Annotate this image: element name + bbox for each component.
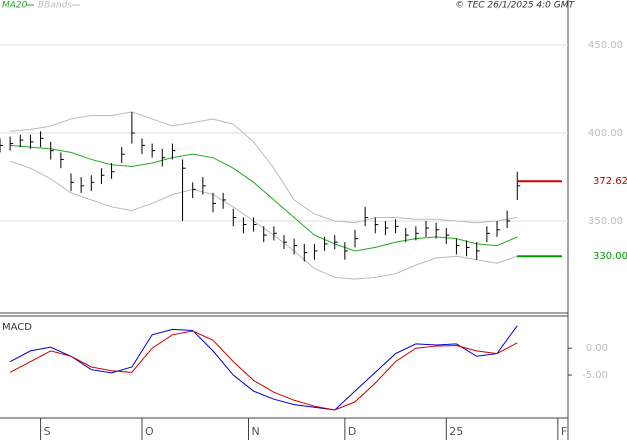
x-tick-label: 25 — [449, 425, 463, 438]
x-tick-label: N — [252, 425, 260, 438]
level-label: 330.00 — [593, 251, 627, 262]
legend-label: MA20 — [2, 1, 28, 11]
level-label: 372.62 — [593, 176, 627, 187]
x-tick-label: O — [145, 425, 154, 438]
macd-line — [9, 325, 518, 411]
x-tick-label: D — [348, 425, 356, 438]
x-tick-label: F — [561, 425, 567, 438]
macd-line — [9, 330, 518, 411]
credit: © TEC 26/1/2025 4:0 GMT — [455, 1, 575, 11]
panel-title: MACD — [2, 322, 32, 333]
band-upper — [10, 111, 518, 224]
y-tick-label: 0.00 — [586, 343, 608, 354]
x-tick-label: S — [44, 425, 51, 438]
y-tick-label: 400.00 — [588, 128, 623, 139]
y-tick-label: -5.00 — [582, 370, 608, 381]
legend-label: BBands — [38, 1, 72, 11]
y-tick-label: 450.00 — [588, 40, 623, 51]
ma-line — [10, 144, 518, 252]
y-tick-label: 350.00 — [588, 216, 623, 227]
